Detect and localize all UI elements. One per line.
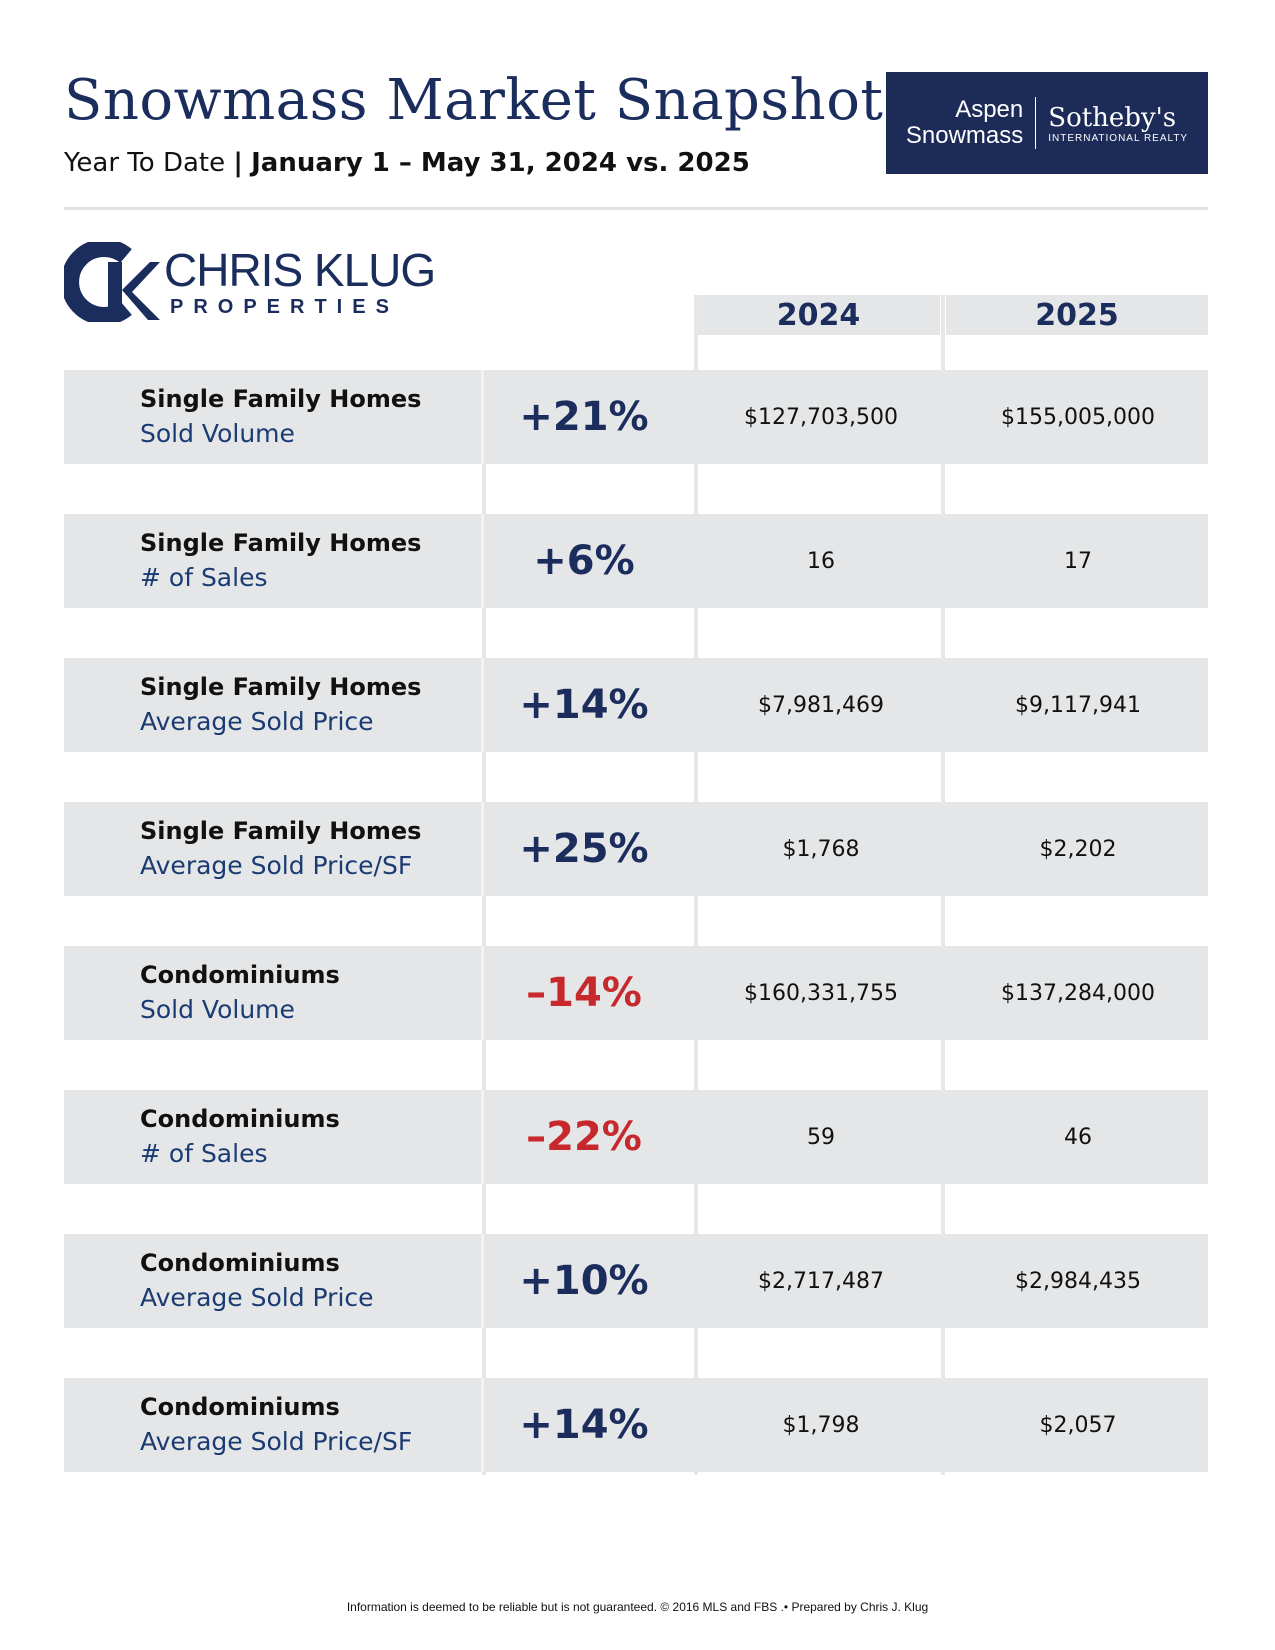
row-separator bbox=[481, 514, 484, 608]
logo-name: CHRIS KLUG bbox=[164, 244, 436, 296]
row-label: Condominiums # of Sales bbox=[140, 1102, 340, 1172]
disclaimer: Information is deemed to be reliable but… bbox=[346, 1600, 929, 1614]
row-label: Single Family Homes Average Sold Price/SF bbox=[140, 814, 421, 884]
page-subtitle: Year To Date | January 1 – May 31, 2024 … bbox=[64, 148, 750, 178]
row-category: Condominiums bbox=[140, 961, 340, 989]
table-row: Condominiums Average Sold Price +10% $2,717… bbox=[64, 1234, 1208, 1328]
page-title: Snowmass Market Snapshot bbox=[64, 68, 884, 133]
row-value-2025: 17 bbox=[1064, 548, 1092, 574]
row-label: Condominiums Average Sold Price bbox=[140, 1246, 374, 1316]
row-category: Condominiums bbox=[140, 1393, 340, 1421]
row-change: –22% bbox=[526, 1114, 642, 1160]
row-category: Single Family Homes bbox=[140, 529, 422, 557]
row-label: Condominiums Sold Volume bbox=[140, 958, 340, 1028]
row-value-2024: $127,703,500 bbox=[744, 404, 898, 430]
row-separator bbox=[481, 658, 484, 752]
subtitle-prefix: Year To Date bbox=[64, 148, 226, 178]
row-value-2025: $2,057 bbox=[1039, 1412, 1117, 1438]
row-value-2025: $2,984,435 bbox=[1015, 1268, 1141, 1294]
row-change: +25% bbox=[519, 826, 649, 872]
row-separator bbox=[481, 1234, 484, 1328]
table-row: Condominiums Average Sold Price/SF +14% $1,… bbox=[64, 1378, 1208, 1472]
header-divider bbox=[64, 207, 1208, 210]
row-category: Single Family Homes bbox=[140, 385, 422, 413]
row-value-2025: $137,284,000 bbox=[1001, 980, 1155, 1006]
ck-monogram-icon bbox=[64, 242, 160, 322]
row-metric: Average Sold Price bbox=[140, 1283, 374, 1312]
row-category: Condominiums bbox=[140, 1105, 340, 1133]
brand-line2: Snowmass bbox=[905, 122, 1024, 149]
column-header-2024: 2024 bbox=[697, 295, 940, 335]
table-row: Condominiums Sold Volume –14% $160,331,755 $… bbox=[64, 946, 1208, 1040]
row-value-2025: $9,117,941 bbox=[1015, 692, 1141, 718]
row-value-2024: $1,798 bbox=[782, 1412, 860, 1438]
table-row: Condominiums # of Sales –22% 59 46 bbox=[64, 1090, 1208, 1184]
subtitle-range: January 1 – May 31, 2024 vs. 2025 bbox=[251, 148, 750, 178]
row-separator bbox=[481, 946, 484, 1040]
column-header-2025: 2025 bbox=[946, 295, 1208, 335]
row-separator bbox=[481, 802, 484, 896]
row-value-2025: $155,005,000 bbox=[1001, 404, 1155, 430]
row-change: +14% bbox=[519, 682, 649, 728]
row-label: Single Family Homes Average Sold Price bbox=[140, 670, 421, 740]
row-change: +6% bbox=[533, 538, 635, 584]
row-separator bbox=[481, 1090, 484, 1184]
row-change: +10% bbox=[519, 1258, 649, 1304]
brand-name-block: Sotheby's INTERNATIONAL REALTY bbox=[1036, 103, 1188, 144]
row-value-2024: $1,768 bbox=[782, 836, 860, 862]
subtitle-separator: | bbox=[233, 148, 243, 178]
row-metric: # of Sales bbox=[140, 1139, 268, 1168]
sothebys-logo: Aspen Snowmass Sotheby's INTERNATIONAL R… bbox=[886, 72, 1208, 174]
row-metric: Average Sold Price/SF bbox=[140, 851, 413, 880]
table-row: Single Family Homes Average Sold Price/SF… bbox=[64, 802, 1208, 896]
brand-line1: Aspen bbox=[955, 96, 1024, 123]
row-value-2024: 16 bbox=[807, 548, 835, 574]
chris-klug-logo: CHRIS KLUG PROPERTIES bbox=[64, 242, 444, 322]
table-row: Single Family Homes # of Sales +6% 16 17 bbox=[64, 514, 1208, 608]
row-value-2024: $2,717,487 bbox=[758, 1268, 884, 1294]
logo-sub: PROPERTIES bbox=[170, 296, 399, 318]
brand-name: Sotheby's bbox=[1048, 102, 1177, 133]
row-change: +21% bbox=[519, 394, 649, 440]
row-metric: Average Sold Price bbox=[140, 707, 374, 736]
table-row: Single Family Homes Average Sold Price +14… bbox=[64, 658, 1208, 752]
row-value-2025: $2,202 bbox=[1039, 836, 1117, 862]
row-metric: Sold Volume bbox=[140, 995, 295, 1024]
row-value-2024: $7,981,469 bbox=[758, 692, 884, 718]
row-category: Single Family Homes bbox=[140, 673, 422, 701]
table-row: Single Family Homes Sold Volume +21% $127,7… bbox=[64, 370, 1208, 464]
row-category: Condominiums bbox=[140, 1249, 340, 1277]
row-metric: # of Sales bbox=[140, 563, 268, 592]
row-metric: Average Sold Price/SF bbox=[140, 1427, 413, 1456]
row-value-2024: 59 bbox=[807, 1124, 835, 1150]
row-label: Condominiums Average Sold Price/SF bbox=[140, 1390, 412, 1460]
brand-tagline: INTERNATIONAL REALTY bbox=[1048, 132, 1189, 144]
row-separator bbox=[481, 370, 484, 464]
row-change: –14% bbox=[526, 970, 642, 1016]
row-value-2025: 46 bbox=[1064, 1124, 1092, 1150]
row-category: Single Family Homes bbox=[140, 817, 422, 845]
row-metric: Sold Volume bbox=[140, 419, 295, 448]
row-value-2024: $160,331,755 bbox=[744, 980, 898, 1006]
brand-location: Aspen Snowmass bbox=[905, 96, 1037, 149]
row-label: Single Family Homes Sold Volume bbox=[140, 382, 421, 452]
row-label: Single Family Homes # of Sales bbox=[140, 526, 421, 596]
row-change: +14% bbox=[519, 1402, 649, 1448]
row-separator bbox=[481, 1378, 484, 1472]
